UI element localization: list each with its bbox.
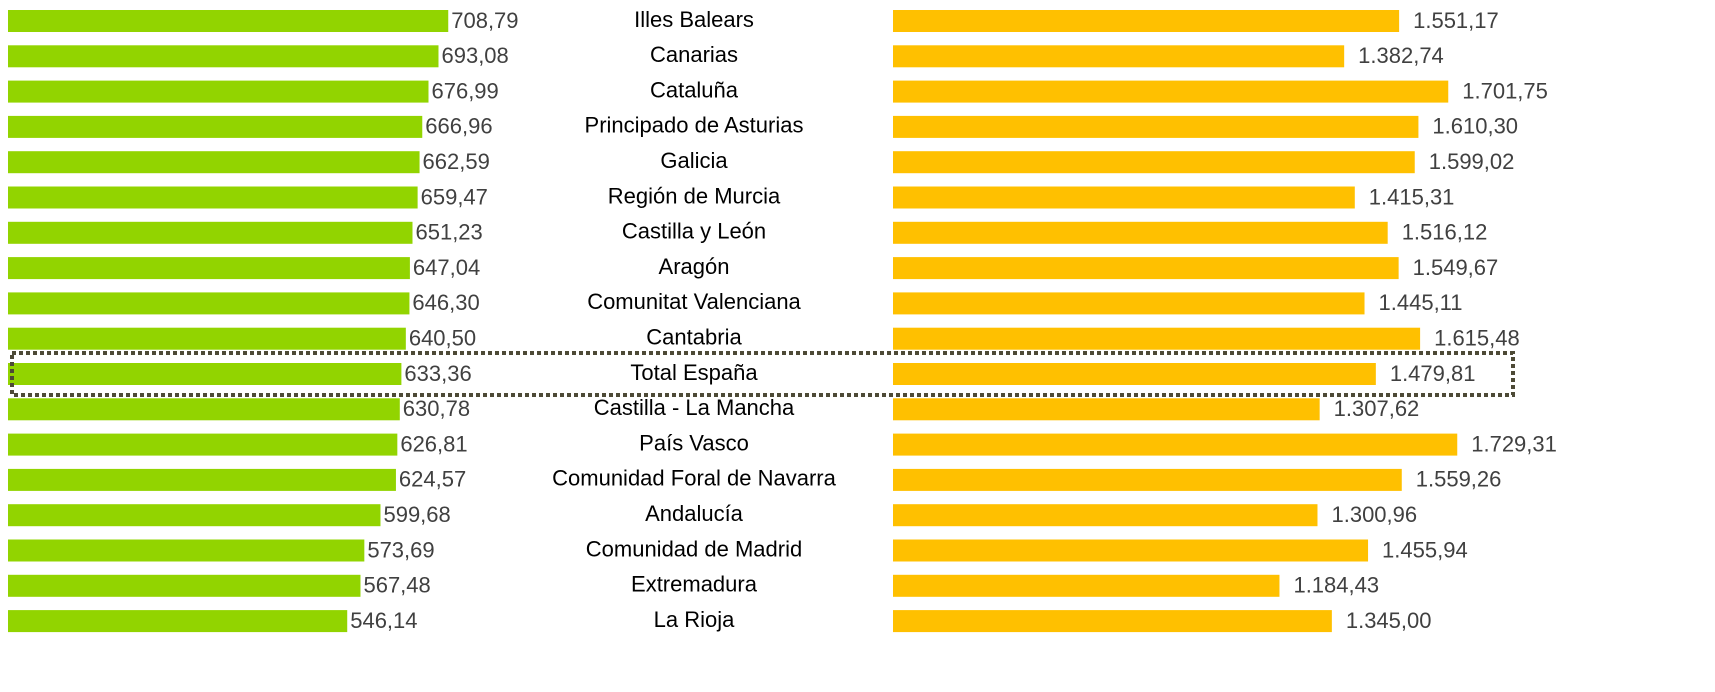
value-label: 1.549,67 <box>1413 255 1499 280</box>
value-label: 624,57 <box>399 467 466 492</box>
bar <box>8 151 420 174</box>
bar <box>893 45 1345 68</box>
value-label: 659,47 <box>421 184 488 209</box>
bar <box>8 80 429 103</box>
category-label: Comunidad Foral de Navarra <box>552 466 836 491</box>
bar <box>893 186 1355 209</box>
bar <box>893 539 1369 562</box>
bar <box>8 257 410 280</box>
category-label: Extremadura <box>631 572 758 597</box>
value-label: 708,79 <box>451 8 518 33</box>
category-label: Cataluña <box>650 77 739 102</box>
bar <box>893 80 1449 103</box>
bar <box>8 398 400 421</box>
category-label: Cantabria <box>646 325 742 350</box>
bar <box>893 574 1280 597</box>
category-label: Comunitat Valenciana <box>587 289 801 314</box>
value-label: 1.345,00 <box>1346 608 1432 633</box>
value-label: 1.300,96 <box>1331 502 1417 527</box>
bar <box>893 10 1400 32</box>
value-label: 1.551,17 <box>1413 8 1499 33</box>
bar <box>893 292 1365 315</box>
bar <box>8 115 423 138</box>
bar <box>893 115 1419 138</box>
bar <box>893 221 1388 244</box>
value-label: 1.516,12 <box>1402 220 1488 245</box>
value-label: 573,69 <box>367 537 434 562</box>
value-label: 633,36 <box>404 361 471 386</box>
value-label: 626,81 <box>400 431 467 456</box>
category-label: Galicia <box>660 148 728 173</box>
bar <box>8 363 402 385</box>
value-label: 646,30 <box>412 290 479 315</box>
bar <box>893 151 1415 174</box>
category-label: Andalucía <box>645 501 744 526</box>
value-label: 1.382,74 <box>1358 43 1444 68</box>
category-label: Castilla - La Mancha <box>594 395 795 420</box>
value-label: 1.307,62 <box>1334 396 1420 421</box>
value-label: 1.610,30 <box>1432 114 1518 139</box>
highlight-box <box>10 351 1515 397</box>
value-label: 1.455,94 <box>1382 537 1468 562</box>
bar <box>893 433 1458 456</box>
value-label: 1.445,11 <box>1379 290 1463 315</box>
value-label: 1.559,26 <box>1416 467 1502 492</box>
category-label: Illes Balears <box>634 7 754 32</box>
category-label: La Rioja <box>654 607 735 632</box>
value-label: 1.479,81 <box>1390 361 1476 386</box>
value-label: 647,04 <box>413 255 480 280</box>
category-label: Comunidad de Madrid <box>586 536 802 561</box>
value-label: 1.599,02 <box>1429 149 1515 174</box>
value-label: 1.184,43 <box>1293 573 1379 598</box>
value-label: 599,68 <box>383 502 450 527</box>
bar <box>893 257 1399 280</box>
value-label: 1.729,31 <box>1471 431 1557 456</box>
bar <box>893 398 1320 421</box>
bar <box>8 468 396 491</box>
bar <box>8 574 361 597</box>
value-label: 1.415,31 <box>1369 184 1455 209</box>
bar <box>8 186 418 209</box>
bar <box>8 10 449 32</box>
value-label: 1.701,75 <box>1462 78 1548 103</box>
bar <box>8 433 398 456</box>
bar <box>893 610 1332 633</box>
value-label: 662,59 <box>423 149 490 174</box>
bar <box>893 468 1402 491</box>
value-label: 546,14 <box>350 608 417 633</box>
category-label: Total España <box>630 360 758 385</box>
category-label: Castilla y León <box>622 219 766 244</box>
bar <box>8 292 410 315</box>
bar <box>8 539 365 562</box>
value-label: 693,08 <box>441 43 508 68</box>
category-label: Aragón <box>659 254 730 279</box>
bar <box>8 610 348 633</box>
value-label: 1.615,48 <box>1434 326 1520 351</box>
value-label: 676,99 <box>431 78 498 103</box>
category-label: Principado de Asturias <box>585 113 804 138</box>
bar <box>893 327 1421 350</box>
bar <box>8 221 413 244</box>
value-label: 567,48 <box>363 573 430 598</box>
bar <box>893 504 1318 527</box>
category-label: Canarias <box>650 42 738 67</box>
value-label: 640,50 <box>409 326 476 351</box>
bar <box>8 45 439 68</box>
bar <box>8 327 406 350</box>
value-label: 666,96 <box>425 114 492 139</box>
value-label: 651,23 <box>415 220 482 245</box>
category-label: País Vasco <box>639 430 749 455</box>
category-label: Región de Murcia <box>608 183 781 208</box>
bar <box>893 363 1376 385</box>
value-label: 630,78 <box>403 396 470 421</box>
bar <box>8 504 381 527</box>
